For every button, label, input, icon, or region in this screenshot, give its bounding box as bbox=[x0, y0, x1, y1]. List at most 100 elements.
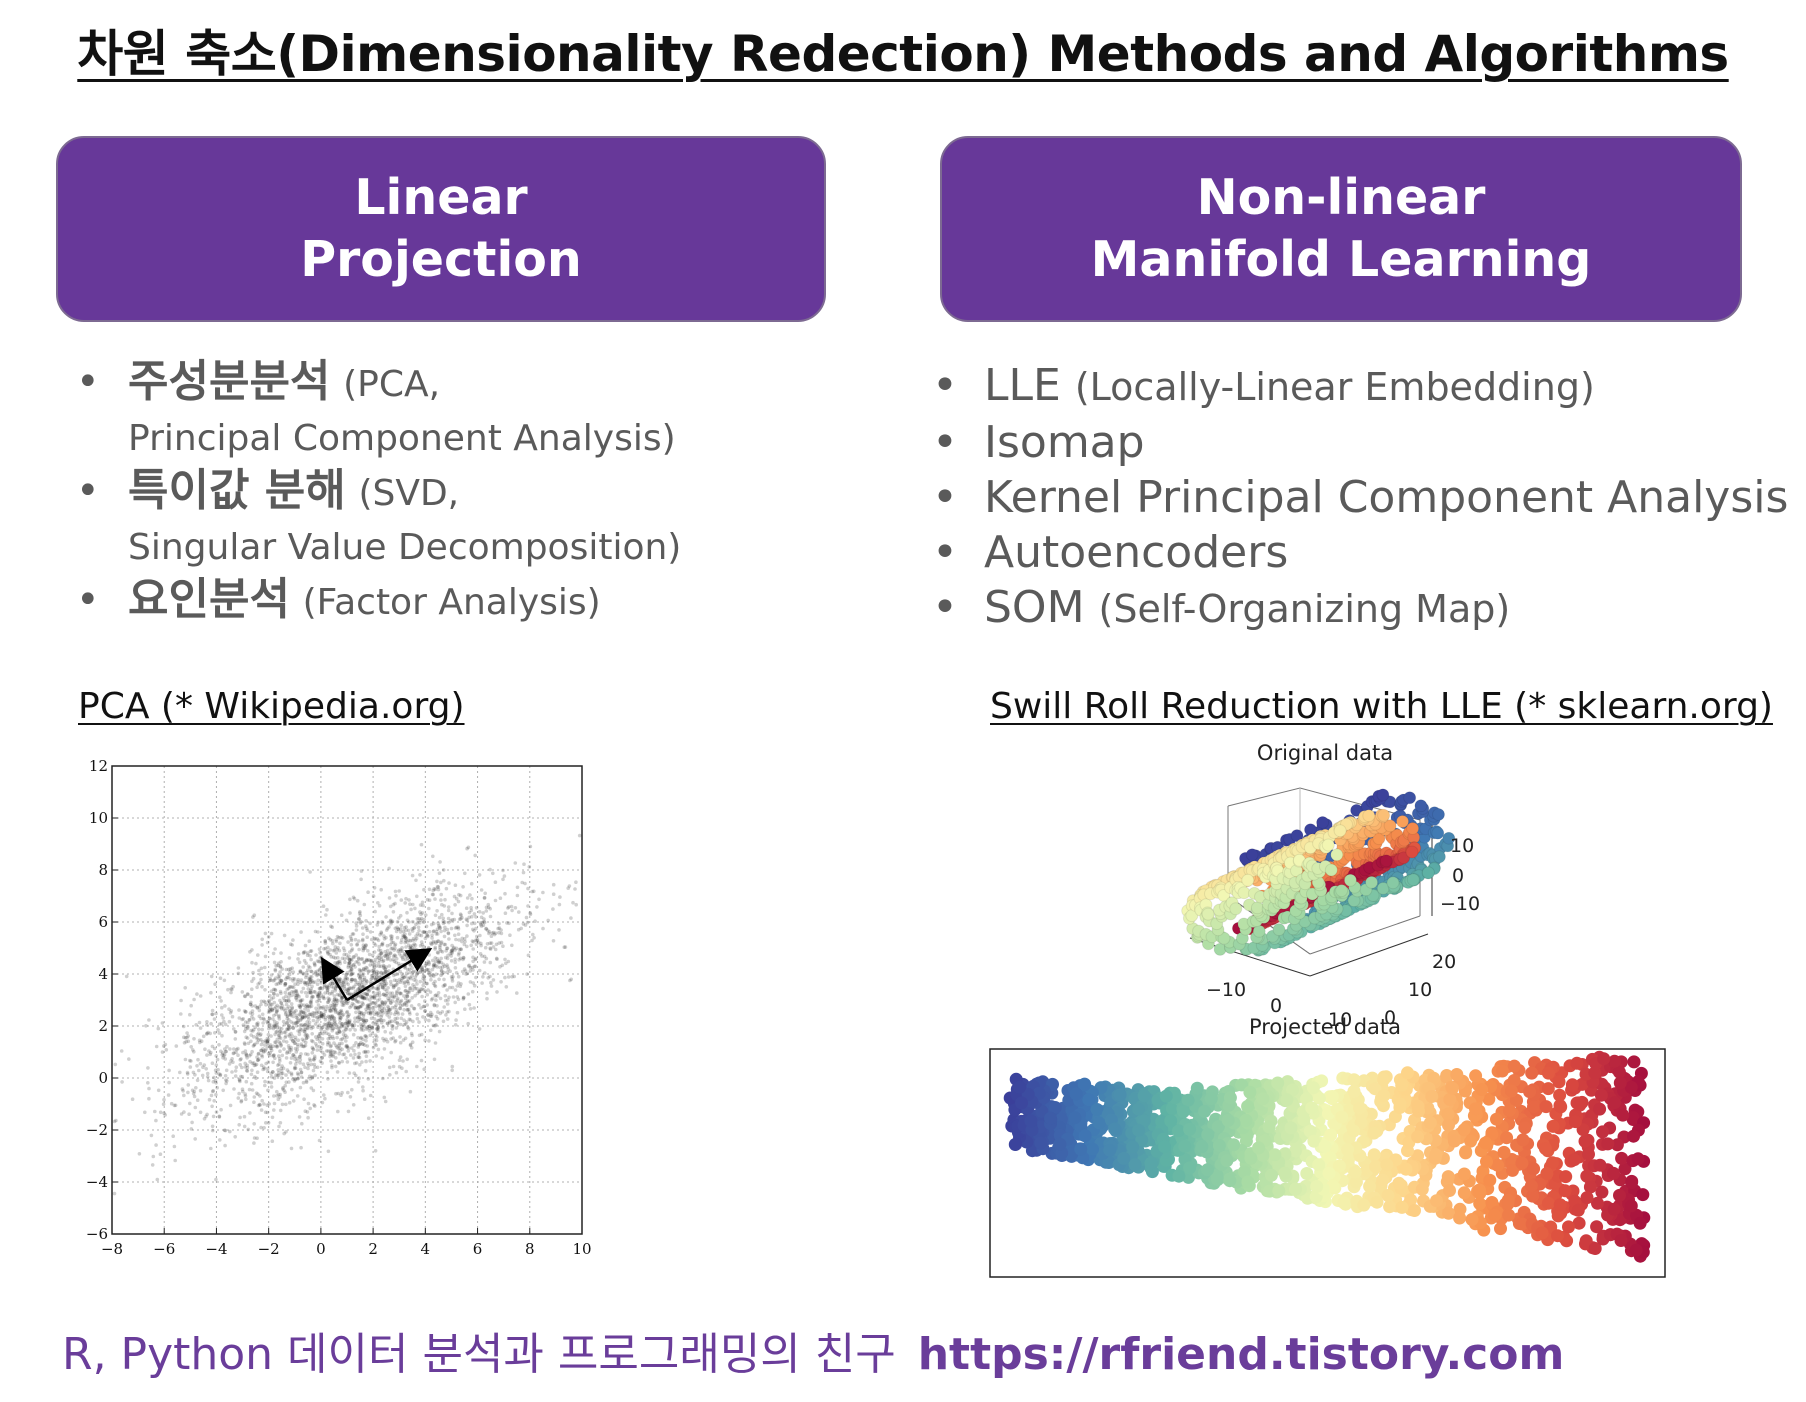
scatter-point bbox=[380, 1001, 385, 1005]
scatter-point bbox=[451, 946, 456, 951]
scatter-point bbox=[375, 1023, 380, 1027]
scatter-point bbox=[250, 960, 254, 965]
scatter-point bbox=[356, 917, 361, 921]
scatter-point bbox=[423, 989, 428, 994]
scatter-point bbox=[515, 991, 519, 995]
scatter-point bbox=[285, 1051, 289, 1055]
scatter-point bbox=[355, 988, 360, 992]
scatter-point bbox=[454, 946, 459, 951]
scatter-point bbox=[197, 1038, 202, 1043]
projected-point bbox=[1518, 1121, 1532, 1135]
scatter-point bbox=[338, 1009, 343, 1014]
scatter-point bbox=[288, 1061, 293, 1065]
scatter-point bbox=[316, 959, 321, 964]
scatter-point bbox=[359, 877, 363, 882]
scatter-point bbox=[489, 934, 494, 938]
scatter-point bbox=[291, 985, 296, 990]
scatter-point bbox=[384, 981, 389, 986]
scatter-point bbox=[301, 1044, 305, 1049]
scatter-point bbox=[252, 1061, 256, 1065]
scatter-point bbox=[445, 970, 450, 974]
linear-methods-list: 주성분분석 (PCA, Principal Component Analysis… bbox=[76, 356, 776, 629]
scatter-point bbox=[531, 932, 535, 937]
scatter-point bbox=[300, 1037, 305, 1042]
scatter-point bbox=[312, 1103, 316, 1107]
scatter-point bbox=[420, 911, 425, 915]
scatter-point bbox=[396, 996, 400, 1001]
scatter-point bbox=[299, 1017, 303, 1021]
scatter-point bbox=[336, 1046, 341, 1051]
scatter-point bbox=[441, 984, 446, 988]
scatter-point bbox=[367, 969, 371, 973]
method-detail: (SVD, bbox=[358, 473, 460, 514]
scatter-point bbox=[368, 1093, 373, 1098]
scatter-point bbox=[288, 967, 293, 971]
scatter-point bbox=[298, 1004, 302, 1008]
scatter-point bbox=[308, 1106, 312, 1111]
scatter-point bbox=[130, 1097, 135, 1101]
scatter-point bbox=[268, 1008, 272, 1012]
scatter-point bbox=[398, 1000, 403, 1004]
scatter-point bbox=[371, 986, 375, 990]
scatter-point bbox=[272, 1053, 276, 1057]
scatter-point bbox=[197, 1020, 202, 1025]
scatter-point bbox=[256, 1058, 260, 1062]
scatter-point bbox=[217, 1022, 222, 1026]
scatter-point bbox=[376, 987, 381, 991]
scatter-point bbox=[252, 1063, 257, 1068]
scatter-point bbox=[291, 1099, 296, 1103]
scatter-point bbox=[328, 1024, 333, 1028]
scatter-point bbox=[450, 943, 454, 948]
scatter-point bbox=[300, 1015, 305, 1019]
scatter-point bbox=[335, 934, 340, 939]
scatter-point bbox=[256, 953, 260, 957]
scatter-point bbox=[267, 1008, 272, 1012]
scatter-point bbox=[471, 968, 475, 972]
scatter-point bbox=[306, 987, 311, 991]
scatter-point bbox=[234, 1065, 239, 1069]
scatter-point bbox=[243, 1094, 248, 1098]
scatter-point bbox=[301, 986, 306, 991]
scatter-point bbox=[356, 1007, 361, 1011]
scatter-point bbox=[356, 1045, 361, 1049]
scatter-point bbox=[445, 956, 450, 961]
scatter-point bbox=[435, 994, 440, 998]
scatter-point bbox=[397, 952, 402, 956]
scatter-point bbox=[298, 1054, 302, 1059]
scatter-point bbox=[367, 1026, 372, 1031]
scatter-point bbox=[224, 1068, 229, 1073]
scatter-point bbox=[488, 946, 493, 950]
scatter-point bbox=[267, 978, 272, 983]
scatter-point bbox=[225, 1044, 229, 1049]
scatter-point bbox=[312, 1014, 317, 1018]
scatter-point bbox=[415, 894, 419, 899]
scatter-point bbox=[386, 1004, 390, 1009]
scatter-point bbox=[299, 930, 303, 934]
scatter-point bbox=[263, 1043, 267, 1047]
scatter-point bbox=[241, 1023, 246, 1027]
scatter-point bbox=[325, 1000, 330, 1004]
scatter-point bbox=[450, 948, 455, 953]
scatter-point bbox=[326, 996, 330, 1000]
scatter-point bbox=[338, 1011, 343, 1016]
scatter-point bbox=[262, 1017, 266, 1022]
projected-point bbox=[1571, 1203, 1585, 1217]
scatter-point bbox=[288, 1012, 292, 1017]
scatter-point bbox=[370, 969, 374, 973]
scatter-point bbox=[189, 1059, 193, 1063]
scatter-point bbox=[309, 1001, 313, 1006]
scatter-point bbox=[394, 894, 398, 898]
scatter-point bbox=[515, 893, 520, 898]
scatter-point bbox=[323, 1015, 328, 1020]
scatter-point bbox=[326, 985, 331, 990]
scatter-point bbox=[405, 994, 410, 999]
scatter-point bbox=[287, 1024, 291, 1028]
scatter-point bbox=[383, 993, 387, 998]
scatter-point bbox=[460, 969, 465, 974]
scatter-point bbox=[309, 979, 313, 984]
scatter-point bbox=[332, 994, 337, 998]
scatter-point bbox=[442, 970, 446, 975]
scatter-point bbox=[317, 1138, 322, 1143]
scatter-point bbox=[330, 1022, 334, 1026]
scatter-point bbox=[357, 982, 361, 987]
